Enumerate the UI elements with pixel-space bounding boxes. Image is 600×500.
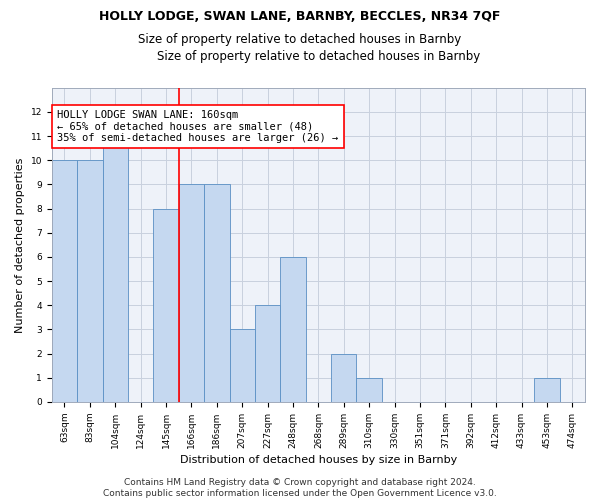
Text: HOLLY LODGE SWAN LANE: 160sqm
← 65% of detached houses are smaller (48)
35% of s: HOLLY LODGE SWAN LANE: 160sqm ← 65% of d…	[57, 110, 338, 143]
Bar	[356, 378, 382, 402]
Bar	[103, 136, 128, 402]
Text: Contains HM Land Registry data © Crown copyright and database right 2024.
Contai: Contains HM Land Registry data © Crown c…	[103, 478, 497, 498]
Bar	[331, 354, 356, 402]
Bar	[280, 257, 305, 402]
Title: Size of property relative to detached houses in Barnby: Size of property relative to detached ho…	[157, 50, 480, 63]
Text: HOLLY LODGE, SWAN LANE, BARNBY, BECCLES, NR34 7QF: HOLLY LODGE, SWAN LANE, BARNBY, BECCLES,…	[100, 10, 500, 23]
Bar	[255, 306, 280, 402]
Bar	[179, 184, 204, 402]
X-axis label: Distribution of detached houses by size in Barnby: Distribution of detached houses by size …	[180, 455, 457, 465]
Bar	[77, 160, 103, 402]
Bar	[204, 184, 230, 402]
Text: Size of property relative to detached houses in Barnby: Size of property relative to detached ho…	[139, 32, 461, 46]
Bar	[154, 208, 179, 402]
Y-axis label: Number of detached properties: Number of detached properties	[15, 157, 25, 332]
Bar	[52, 160, 77, 402]
Bar	[230, 330, 255, 402]
Bar	[534, 378, 560, 402]
